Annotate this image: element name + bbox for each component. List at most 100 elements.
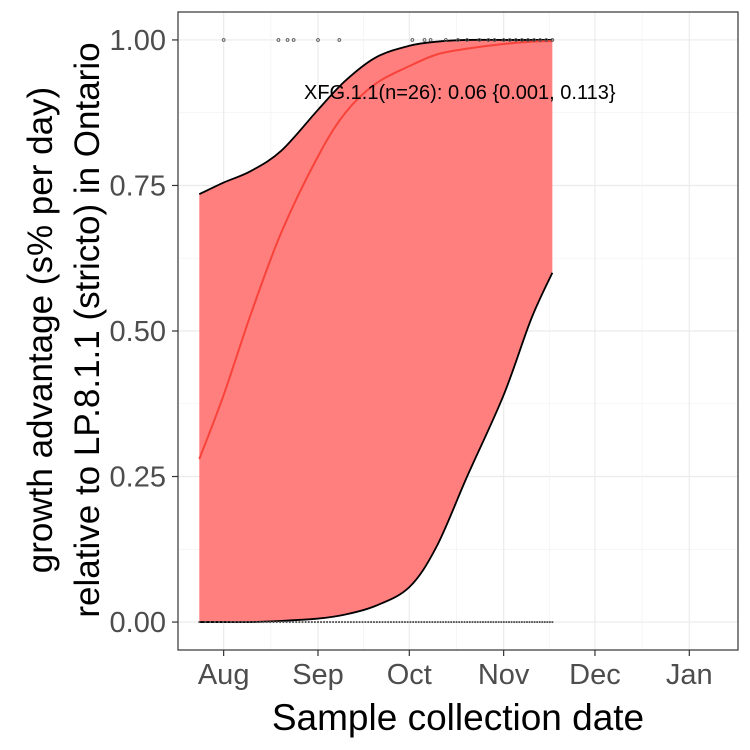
observation-point bbox=[406, 620, 409, 624]
observation-point bbox=[331, 620, 335, 624]
observation-point bbox=[387, 620, 390, 624]
observation-point bbox=[442, 620, 445, 624]
observation-point bbox=[481, 620, 485, 624]
observation-point bbox=[401, 620, 404, 624]
observation-point bbox=[443, 38, 448, 42]
y-tick-label: 0.25 bbox=[110, 462, 166, 494]
observation-point bbox=[548, 620, 551, 624]
observation-point bbox=[403, 620, 407, 624]
observation-point bbox=[221, 38, 226, 42]
observation-point bbox=[468, 620, 471, 624]
observation-point bbox=[361, 620, 364, 624]
observation-point bbox=[313, 620, 317, 624]
observation-point bbox=[226, 620, 229, 624]
observation-point bbox=[229, 620, 233, 624]
observation-point bbox=[381, 620, 384, 624]
confidence-ribbon bbox=[199, 39, 553, 623]
observation-point bbox=[204, 620, 207, 624]
observation-point bbox=[450, 620, 453, 624]
observation-point bbox=[507, 620, 511, 624]
observation-point bbox=[213, 620, 216, 624]
observation-point bbox=[428, 620, 431, 624]
observation-point bbox=[301, 620, 304, 624]
observation-point bbox=[452, 620, 455, 624]
observation-point bbox=[255, 620, 258, 624]
observation-point bbox=[269, 620, 272, 624]
lower-ci-line bbox=[199, 272, 554, 624]
observation-point bbox=[428, 38, 433, 42]
observation-point bbox=[395, 620, 398, 624]
observation-point bbox=[523, 620, 526, 624]
observation-point bbox=[423, 620, 426, 624]
observation-point bbox=[340, 620, 344, 624]
observation-point bbox=[262, 620, 265, 624]
observation-point bbox=[507, 38, 512, 42]
observation-point bbox=[295, 620, 298, 624]
observation-point bbox=[530, 620, 534, 624]
observation-point bbox=[502, 620, 505, 624]
observation-point bbox=[288, 620, 291, 624]
observation-point bbox=[463, 620, 466, 624]
observation-point bbox=[536, 620, 539, 624]
observation-point bbox=[372, 620, 376, 624]
y-tick-label: 0.00 bbox=[110, 607, 166, 639]
observation-point bbox=[282, 620, 285, 624]
observation-point bbox=[298, 620, 301, 624]
observation-point bbox=[409, 620, 412, 624]
x-tick-label: Jan bbox=[666, 659, 713, 691]
observation-point bbox=[367, 620, 370, 624]
observation-point bbox=[285, 38, 290, 42]
observation-point bbox=[518, 620, 521, 624]
observation-point bbox=[364, 620, 367, 624]
observation-point bbox=[477, 38, 482, 42]
observation-point bbox=[237, 620, 240, 624]
observation-point bbox=[285, 620, 288, 624]
observation-point bbox=[392, 620, 395, 624]
fit-line bbox=[198, 40, 553, 460]
observation-point bbox=[471, 620, 474, 624]
observation-point bbox=[501, 38, 506, 42]
observation-point bbox=[291, 38, 296, 42]
observation-point bbox=[279, 620, 282, 624]
observation-point bbox=[375, 620, 378, 624]
observation-point bbox=[479, 620, 482, 624]
observation-point bbox=[422, 38, 427, 42]
observation-point bbox=[217, 620, 221, 624]
observation-point bbox=[346, 620, 350, 624]
observation-point bbox=[337, 38, 342, 42]
y-axis-title-line1: growth advantage (s% per day) bbox=[21, 87, 60, 573]
observation-point bbox=[538, 620, 541, 624]
observation-point bbox=[497, 620, 500, 624]
x-tick-label: Nov bbox=[478, 659, 530, 691]
observation-point bbox=[304, 620, 307, 624]
observation-point bbox=[515, 620, 518, 624]
observation-point bbox=[198, 620, 201, 624]
observation-point bbox=[551, 620, 554, 624]
observation-point bbox=[458, 620, 461, 624]
observation-point bbox=[316, 620, 320, 624]
observation-point bbox=[500, 620, 503, 624]
observation-point bbox=[209, 620, 212, 624]
observation-point bbox=[398, 620, 401, 624]
observation-point bbox=[541, 620, 544, 624]
observation-point bbox=[276, 38, 281, 42]
x-axis-title: Sample collection date bbox=[272, 697, 644, 738]
observation-point bbox=[544, 38, 549, 42]
observation-point bbox=[325, 620, 329, 624]
upper-ci-line bbox=[198, 38, 553, 196]
observation-point bbox=[520, 38, 524, 42]
observation-point bbox=[456, 38, 460, 42]
observation-point bbox=[526, 38, 530, 42]
x-tick-label: Aug bbox=[198, 659, 250, 691]
x-tick-label: Dec bbox=[569, 659, 621, 691]
observation-point bbox=[546, 620, 549, 624]
observation-point bbox=[222, 620, 225, 624]
observation-point bbox=[258, 620, 262, 624]
observation-point bbox=[528, 620, 531, 624]
observation-point bbox=[412, 620, 415, 624]
observation-point bbox=[244, 620, 248, 624]
y-tick-label: 0.50 bbox=[110, 316, 166, 348]
observation-point bbox=[505, 620, 508, 624]
observation-point bbox=[248, 620, 251, 624]
observation-point bbox=[487, 620, 490, 624]
